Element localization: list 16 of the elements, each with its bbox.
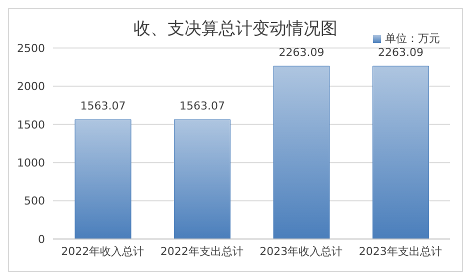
x-tick-label: 2023年支出总计 xyxy=(358,244,442,258)
data-label: 2263.09 xyxy=(378,46,424,60)
data-label: 2263.09 xyxy=(278,46,324,60)
data-label: 1563.07 xyxy=(80,100,126,113)
data-label: 1563.07 xyxy=(180,100,225,113)
y-tick-label: 0 xyxy=(38,232,45,246)
chart-title: 收、支决算总计变动情况图 xyxy=(134,19,338,39)
x-tick-label: 2022年收入总计 xyxy=(61,244,144,258)
y-tick-label: 2000 xyxy=(17,80,45,94)
x-tick-label: 2023年收入总计 xyxy=(260,244,343,258)
y-tick-label: 1000 xyxy=(17,156,45,170)
legend-label: 单位：万元 xyxy=(385,32,440,45)
y-tick-label: 2500 xyxy=(17,42,45,55)
y-tick-label: 500 xyxy=(24,194,45,208)
y-tick-label: 1500 xyxy=(17,118,45,132)
x-tick-label: 2022年支出总计 xyxy=(160,244,244,258)
